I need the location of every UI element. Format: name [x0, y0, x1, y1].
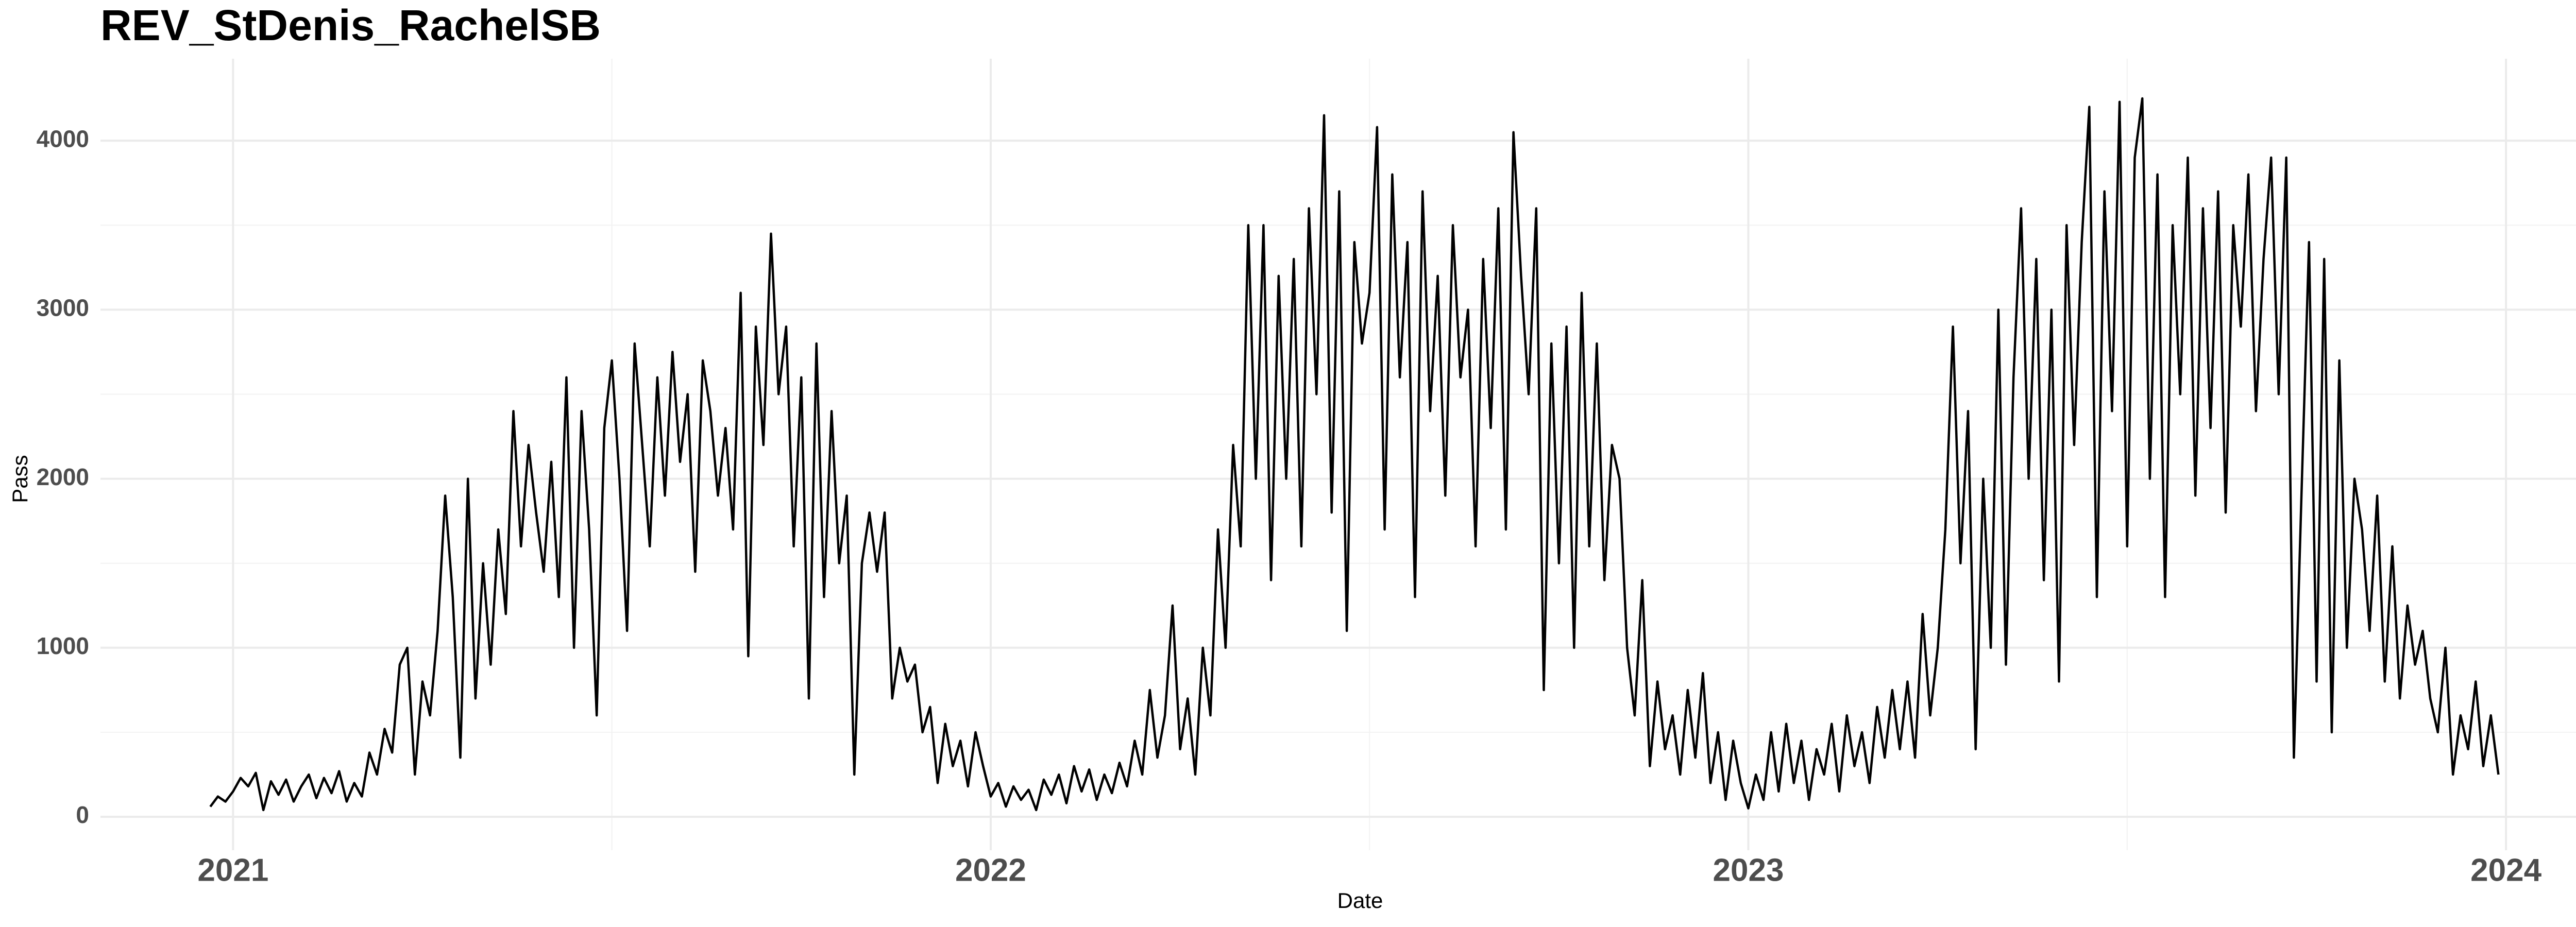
y-tick-label: 0: [76, 801, 89, 828]
x-tick-label: 2024: [2470, 852, 2541, 888]
y-tick-label: 4000: [37, 125, 89, 152]
x-tick-label: 2023: [1713, 852, 1784, 888]
data-line: [209, 97, 2500, 812]
y-tick-label: 1000: [37, 632, 89, 659]
x-tick-label: 2022: [955, 852, 1026, 888]
x-axis-title: Date: [1337, 888, 1383, 913]
x-tick-label: 2021: [197, 852, 268, 888]
chart-title: REV_StDenis_RachelSB: [100, 1, 601, 49]
y-tick-label: 2000: [37, 464, 89, 490]
y-axis-title: Pass: [8, 455, 32, 503]
y-tick-label: 3000: [37, 295, 89, 321]
